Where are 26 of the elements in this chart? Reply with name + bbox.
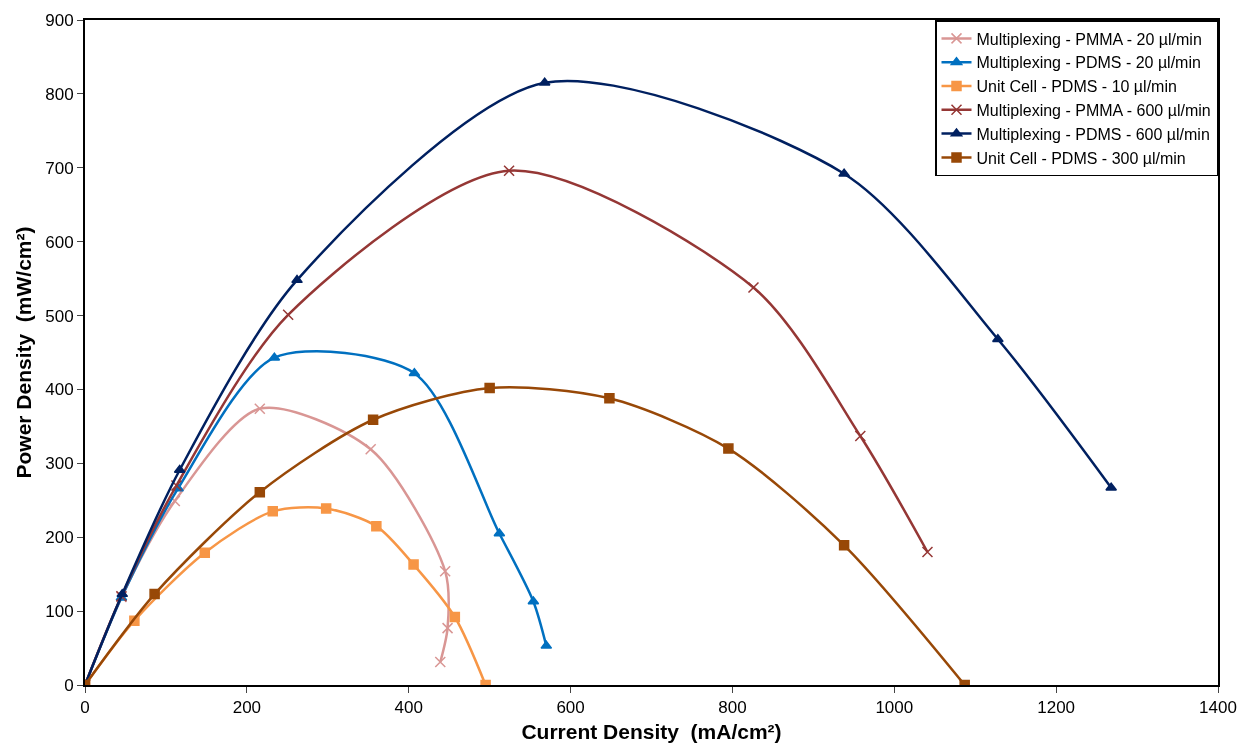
- legend-label: Unit Cell - PDMS - 300 µl/min: [976, 149, 1186, 167]
- legend-label: Multiplexing - PDMS - 20 µl/min: [976, 54, 1201, 72]
- y-tick-label: 100: [45, 602, 74, 622]
- y-tick-label: 300: [45, 454, 74, 474]
- y-tick-label: 900: [45, 10, 74, 30]
- x-tick-label: 0: [80, 698, 90, 718]
- x-tick-label: 200: [232, 698, 262, 718]
- x-axis-title: Current Density (mA/cm²): [521, 720, 782, 744]
- y-tick-label: 0: [64, 675, 74, 695]
- x-tick-label: 400: [394, 698, 423, 718]
- legend-label: Unit Cell - PDMS - 10 µl/min: [976, 78, 1177, 96]
- y-tick-label: 700: [45, 158, 74, 178]
- y-axis-title: Power Density (mW/cm²): [11, 226, 35, 479]
- x-tick-label: 1400: [1199, 698, 1237, 718]
- x-tick-label: 1200: [1037, 698, 1076, 718]
- legend-label: Multiplexing - PMMA - 600 µl/min: [976, 102, 1211, 120]
- x-tick-label: 600: [556, 698, 585, 718]
- y-tick-label: 600: [45, 232, 74, 252]
- legend-label: Multiplexing - PDMS - 600 µl/min: [976, 125, 1210, 143]
- x-tick-label: 800: [718, 698, 747, 718]
- x-tick-label: 1000: [875, 698, 914, 718]
- y-tick-label: 800: [45, 84, 74, 104]
- y-tick-label: 400: [45, 380, 74, 400]
- y-tick-label: 200: [45, 528, 74, 548]
- legend-label: Multiplexing - PMMA - 20 µl/min: [976, 30, 1202, 48]
- y-tick-label: 500: [45, 306, 74, 326]
